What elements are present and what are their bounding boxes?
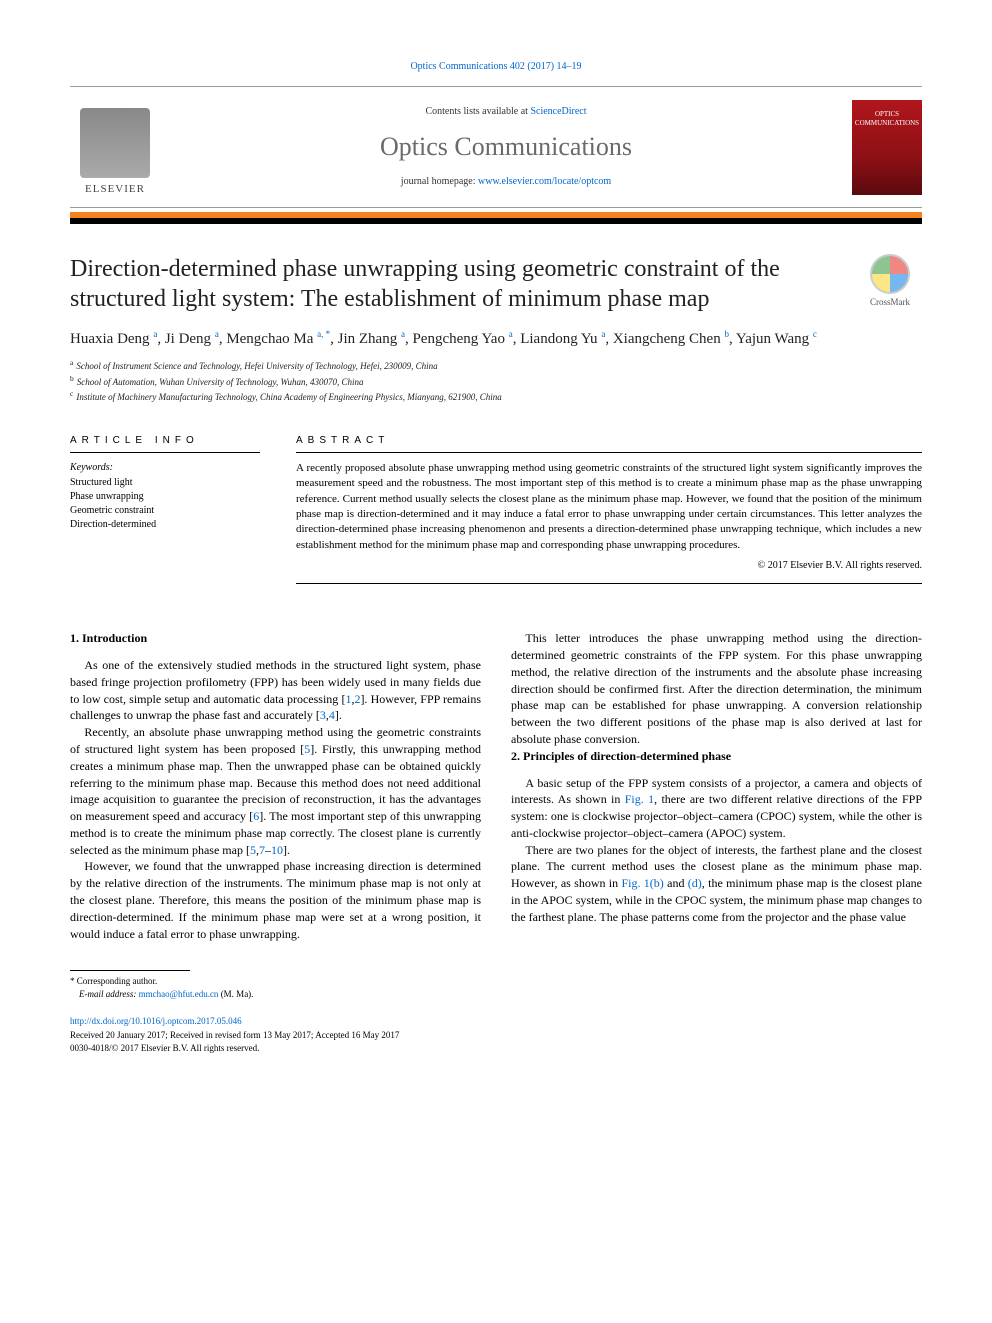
publisher-logo: ELSEVIER <box>70 97 160 197</box>
fig-1-link[interactable]: Fig. 1 <box>625 792 654 806</box>
intro-p3: However, we found that the unwrapped pha… <box>70 858 481 942</box>
keywords-label: Keywords: <box>70 461 260 475</box>
sciencedirect-link[interactable]: ScienceDirect <box>530 106 586 117</box>
affiliation: bSchool of Automation, Wuhan University … <box>70 374 922 389</box>
crossmark-label: CrossMark <box>870 297 910 307</box>
doi-link[interactable]: http://dx.doi.org/10.1016/j.optcom.2017.… <box>70 1016 242 1026</box>
keyword: Phase unwrapping <box>70 490 260 504</box>
fig-1b-link[interactable]: Fig. 1(b) <box>621 876 663 890</box>
body-columns: 1. Introduction As one of the extensivel… <box>70 630 922 942</box>
section-1-heading: 1. Introduction <box>70 630 481 647</box>
affiliation: aSchool of Instrument Science and Techno… <box>70 358 922 373</box>
keyword: Direction-determined <box>70 518 260 532</box>
abstract-rule <box>296 583 922 584</box>
black-divider <box>70 218 922 224</box>
homepage-prefix: journal homepage: <box>401 176 478 187</box>
masthead: ELSEVIER Contents lists available at Sci… <box>70 86 922 208</box>
homepage-link[interactable]: www.elsevier.com/locate/optcom <box>478 176 611 187</box>
issn-line: 0030-4018/© 2017 Elsevier B.V. All right… <box>70 1042 922 1055</box>
article-title: Direction-determined phase unwrapping us… <box>70 254 844 314</box>
received-line: Received 20 January 2017; Received in re… <box>70 1029 922 1042</box>
affiliation: cInstitute of Machinery Manufacturing Te… <box>70 389 922 404</box>
cover-text-top: OPTICS <box>852 110 922 120</box>
abstract-text: A recently proposed absolute phase unwra… <box>296 461 922 553</box>
authors-line: Huaxia Deng a, Ji Deng a, Mengchao Ma a,… <box>70 328 922 350</box>
crossmark-icon <box>870 254 910 294</box>
journal-title: Optics Communications <box>174 129 838 165</box>
abstract-copyright: © 2017 Elsevier B.V. All rights reserved… <box>296 559 922 573</box>
email-suffix: (M. Ma). <box>218 989 253 999</box>
contents-prefix: Contents lists available at <box>425 106 530 117</box>
keyword: Structured light <box>70 476 260 490</box>
affiliations: aSchool of Instrument Science and Techno… <box>70 358 922 404</box>
fig-1d-link[interactable]: (d) <box>688 876 702 890</box>
masthead-center: Contents lists available at ScienceDirec… <box>174 105 838 189</box>
article-info-heading: article info <box>70 434 260 453</box>
intro-p4: This letter introduces the phase unwrapp… <box>511 630 922 748</box>
section-2-heading: 2. Principles of direction-determined ph… <box>511 748 922 765</box>
corresponding-email[interactable]: mmchao@hfut.edu.cn <box>139 989 219 999</box>
journal-cover-thumb: OPTICS COMMUNICATIONS <box>852 100 922 195</box>
ref-10[interactable]: 10 <box>271 843 283 857</box>
email-label: E-mail address: <box>79 989 139 999</box>
citation-link[interactable]: Optics Communications 402 (2017) 14–19 <box>410 61 581 72</box>
footnote-rule <box>70 970 190 971</box>
elsevier-tree-icon <box>80 108 150 178</box>
cover-text-bottom: COMMUNICATIONS <box>852 119 922 129</box>
corresponding-author: * Corresponding author. <box>70 975 922 988</box>
crossmark-badge[interactable]: CrossMark <box>858 254 922 309</box>
abstract-heading: abstract <box>296 434 922 453</box>
publisher-word: ELSEVIER <box>85 182 145 197</box>
keyword: Geometric constraint <box>70 504 260 518</box>
header-citation: Optics Communications 402 (2017) 14–19 <box>70 60 922 74</box>
